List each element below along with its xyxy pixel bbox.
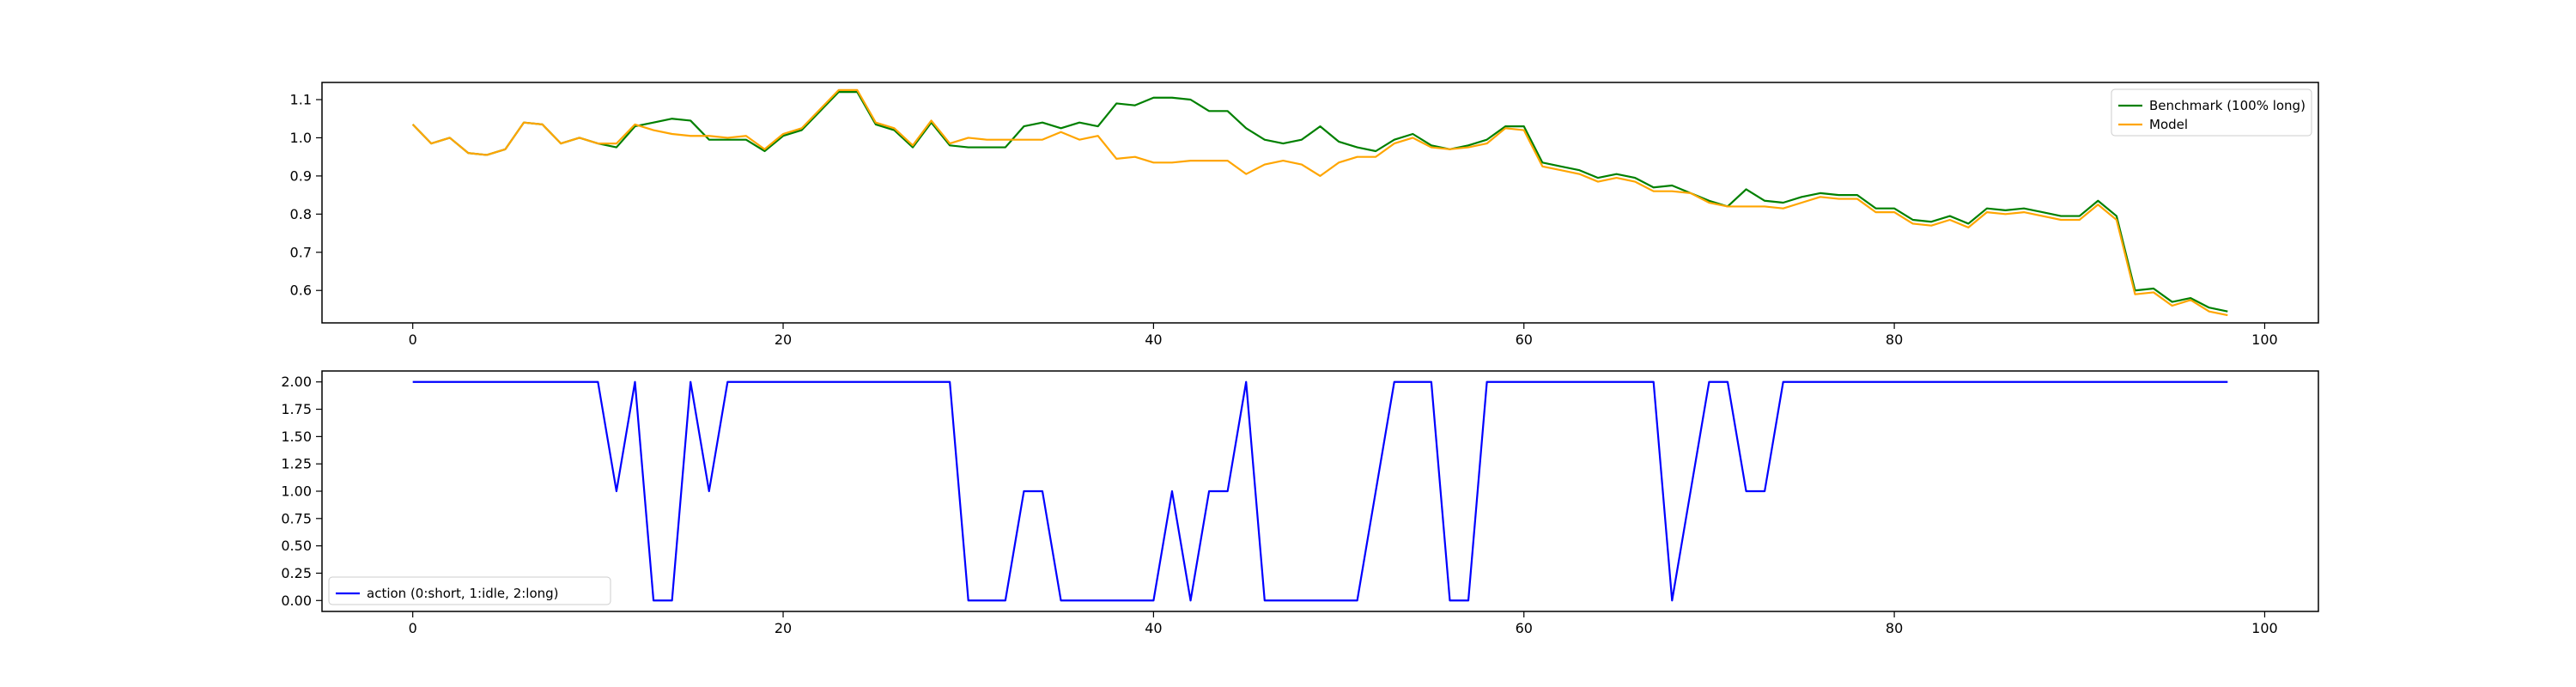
legend-label-0-1: Model	[2149, 117, 2188, 132]
x-tick-label-0-0: 0	[409, 331, 417, 348]
legend-box-0	[2111, 88, 2312, 137]
x-tick-label-1-0: 0	[409, 620, 417, 636]
y-tick-label-0-3: 0.9	[290, 167, 312, 184]
y-tick-label-1-4: 1.00	[281, 483, 312, 500]
y-tick-label-1-5: 1.25	[281, 456, 312, 472]
x-tick-label-1-5: 100	[2251, 620, 2278, 636]
legend-label-0-0: Benchmark (100% long)	[2149, 98, 2306, 113]
y-tick-label-1-3: 0.75	[281, 510, 312, 526]
y-tick-label-0-2: 0.8	[290, 206, 312, 222]
y-tick-label-1-1: 0.25	[281, 565, 312, 581]
y-tick-label-1-2: 0.50	[281, 538, 312, 554]
y-tick-label-1-6: 1.50	[281, 429, 312, 445]
legend-label-1-0: action (0:short, 1:idle, 2:long)	[367, 586, 559, 601]
x-tick-label-0-4: 80	[1886, 331, 1903, 348]
x-tick-label-1-1: 20	[775, 620, 792, 636]
series-line-0-1	[411, 88, 2228, 317]
legend-1: action (0:short, 1:idle, 2:long)	[328, 576, 611, 605]
y-tick-label-0-5: 1.1	[290, 92, 312, 108]
axes-frame-0	[321, 82, 2319, 324]
y-tick-label-1-8: 2.00	[281, 374, 312, 390]
y-tick-label-0-4: 1.0	[290, 130, 312, 146]
x-tick-label-1-4: 80	[1886, 620, 1903, 636]
x-tick-label-1-2: 40	[1145, 620, 1162, 636]
x-tick-label-0-3: 60	[1516, 331, 1533, 348]
chart-1: 0 20 40 60 80 100 0.00 0.25 0.50 0.75 1.00 1.25 1.50…	[281, 370, 2319, 636]
x-tick-label-0-1: 20	[775, 331, 792, 348]
series-line-0-0	[411, 91, 2228, 313]
y-tick-label-1-7: 1.75	[281, 401, 312, 417]
series-line-1-0	[412, 380, 2228, 602]
x-tick-label-1-3: 60	[1516, 620, 1533, 636]
legend-0: Benchmark (100% long) Model	[2111, 88, 2312, 137]
x-tick-label-0-5: 100	[2251, 331, 2278, 348]
legend-box-1	[328, 576, 611, 605]
y-tick-label-1-0: 0.00	[281, 593, 312, 609]
x-tick-label-0-2: 40	[1145, 331, 1162, 348]
y-tick-label-0-0: 0.6	[290, 283, 312, 299]
chart-0: 0 20 40 60 80 100 0.6 0.7 0.8 0.9 1.0 1.1 Benchmark …	[290, 82, 2319, 348]
y-tick-label-0-1: 0.7	[290, 244, 312, 260]
